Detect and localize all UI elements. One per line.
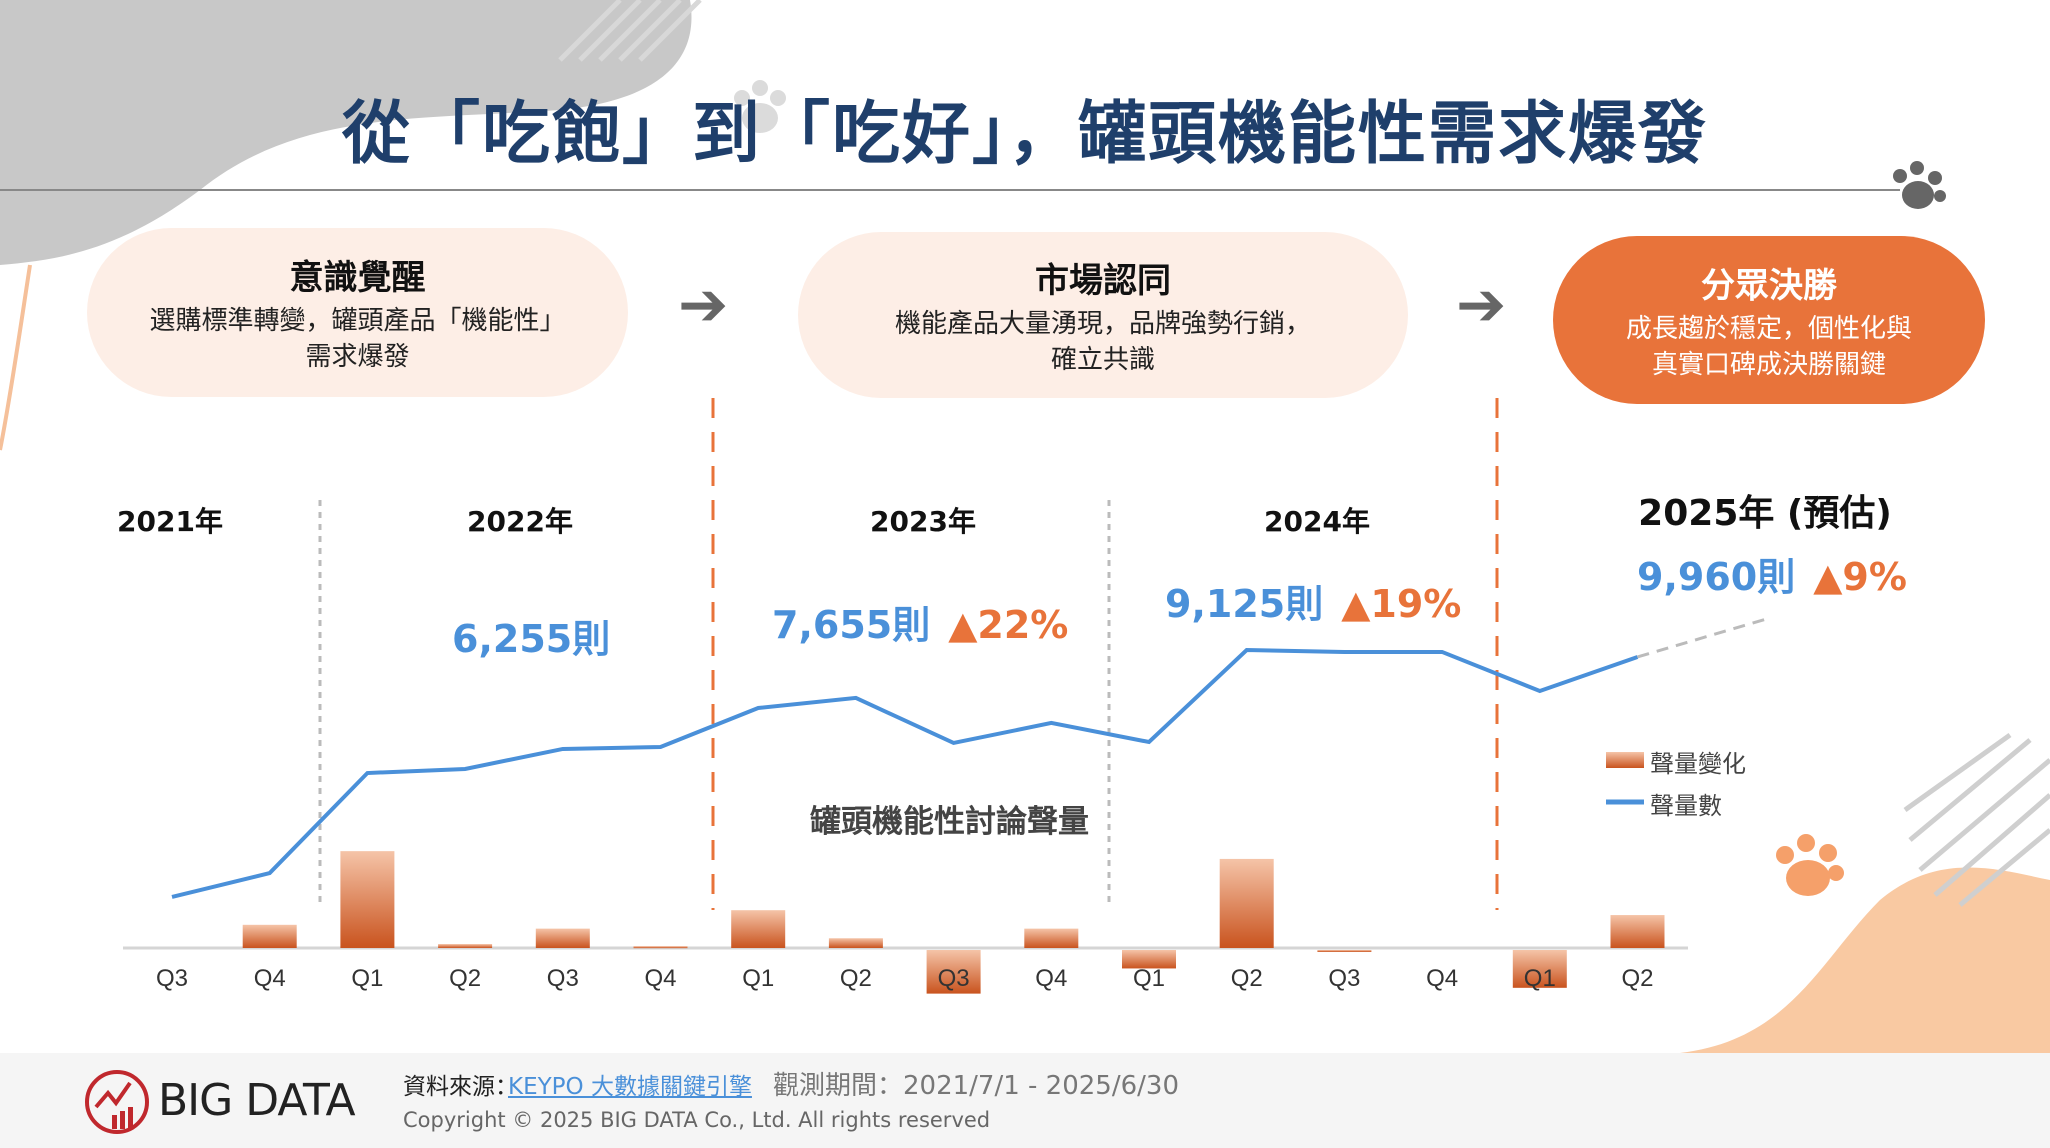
observation-period: 觀測期間：2021/7/1 - 2025/6/30: [773, 1071, 1179, 1101]
stripes-top: [558, 0, 702, 62]
growth-badge: ▲19%: [1341, 582, 1462, 626]
growth-badge: ▲22%: [948, 603, 1069, 647]
legend-bar-swatch: [1606, 752, 1644, 768]
stage-desc: 選購標準轉變，罐頭產品「機能性」: [149, 306, 566, 336]
source-link[interactable]: KEYPO 大數據關鍵引擎: [508, 1074, 752, 1100]
bar-volume-change: [1219, 858, 1274, 948]
paw-icon: [1893, 161, 1946, 209]
bar-volume-change: [1317, 950, 1372, 952]
bar-volume-change: [1610, 915, 1665, 948]
x-tick-label: Q3: [1328, 965, 1360, 992]
annual-value-2023: 7,655則 ▲22%: [772, 594, 1068, 649]
stage-desc: 確立共識: [1050, 344, 1155, 375]
stage-awareness: 意識覺醒 選購標準轉變，罐頭產品「機能性」 需求爆發: [87, 228, 628, 397]
bar-volume-change: [731, 910, 786, 948]
bigdata-logo-icon: [85, 1070, 149, 1134]
bar-volume-change: [633, 946, 688, 949]
annual-value: 6,255則: [452, 617, 611, 661]
annual-value: 9,125則: [1165, 582, 1324, 626]
x-tick-label: Q3: [156, 965, 188, 992]
stripes-bottom: [1903, 732, 2050, 907]
annual-value: 7,655則: [772, 603, 931, 647]
line-forecast: [1637, 617, 1768, 659]
x-tick-label: Q4: [1426, 965, 1458, 992]
stage-desc: 需求爆發: [305, 342, 410, 372]
orange-blob: [1680, 867, 2050, 1053]
footer: BIG DATA 資料來源： KEYPO 大數據關鍵引擎 觀測期間：2021/7…: [0, 1053, 2050, 1148]
paw-icon: [734, 80, 786, 133]
year-label: 2023年: [870, 505, 976, 538]
gray-blob: [0, 0, 692, 265]
source-label: 資料來源：: [403, 1074, 518, 1100]
x-tick-label: Q1: [1133, 965, 1165, 992]
chart-title: 罐頭機能性討論聲量: [810, 804, 1089, 840]
arrow-right-icon: ➔: [1456, 270, 1507, 340]
bar-volume-change: [1122, 950, 1176, 969]
stage-heading: 分眾決勝: [1701, 265, 1837, 306]
x-tick-label: Q4: [254, 965, 286, 992]
stage-heading: 意識覺醒: [289, 258, 426, 298]
bar-volume-change: [242, 924, 297, 948]
bar-volume-change: [1512, 950, 1567, 988]
bar-volume-change: [828, 938, 883, 948]
paw-icon: [1776, 834, 1844, 896]
bar-volume-change: [926, 950, 981, 994]
x-tick-label: Q1: [1524, 965, 1556, 992]
year-label: 2025年 (預估): [1638, 493, 1892, 534]
stage-heading: 市場認同: [1035, 260, 1171, 301]
stage-recognition: 市場認同 機能產品大量湧現，品牌強勢行銷， 確立共識: [798, 232, 1408, 398]
x-tick-label: Q1: [351, 965, 383, 992]
stage-desc: 真實口碑成決勝關鍵: [1651, 349, 1886, 380]
bar-volume-change: [535, 928, 590, 948]
line-volume: [171, 648, 1639, 899]
legend-line-label: 聲量數: [1650, 792, 1722, 820]
arrow-right-icon: ➔: [678, 270, 729, 340]
x-tick-label: Q3: [547, 965, 579, 992]
bigdata-logo-text: BIG DATA: [158, 1075, 356, 1126]
x-tick-label: Q2: [840, 965, 872, 992]
bar-volume-change: [340, 851, 395, 948]
annual-value: 9,960則: [1637, 555, 1796, 599]
year-label: 2024年: [1264, 505, 1370, 538]
x-tick-label: Q1: [742, 965, 774, 992]
copyright: Copyright © 2025 BIG DATA Co., Ltd. All …: [403, 1108, 991, 1132]
x-tick-label: Q2: [1231, 965, 1263, 992]
legend-bar-label: 聲量變化: [1650, 750, 1746, 778]
year-label: 2021年: [117, 505, 223, 538]
x-tick-label: Q4: [644, 965, 676, 992]
annual-value-2025: 9,960則 ▲9%: [1637, 546, 1907, 601]
bar-volume-change: [438, 944, 493, 948]
annual-value-2022: 6,255則: [452, 608, 610, 663]
stage-segmentation: 分眾決勝 成長趨於穩定，個性化與 真實口碑成決勝關鍵: [1553, 236, 1985, 404]
annual-value-2024: 9,125則 ▲19%: [1165, 573, 1461, 628]
x-tick-label: Q2: [449, 965, 481, 992]
bar-volume-change: [1024, 928, 1079, 948]
growth-badge: ▲9%: [1813, 555, 1907, 599]
x-tick-label: Q2: [1621, 965, 1653, 992]
year-label: 2022年: [467, 505, 573, 538]
x-tick-label: Q3: [938, 965, 970, 992]
x-tick-label: Q4: [1035, 965, 1067, 992]
stage-desc: 成長趨於穩定，個性化與: [1625, 313, 1912, 344]
page-title: 從「吃飽」到「吃好」，罐頭機能性需求爆發: [341, 95, 1708, 174]
stage-desc: 機能產品大量湧現，品牌強勢行銷，: [894, 308, 1311, 339]
